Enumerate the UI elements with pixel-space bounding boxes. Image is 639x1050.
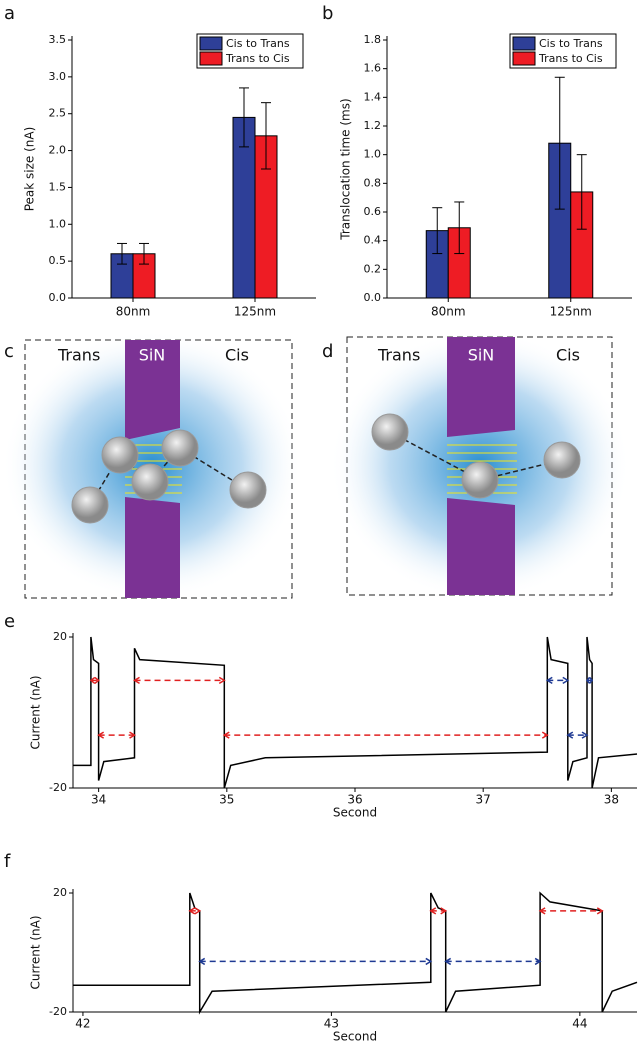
x-tick-label: 80nm	[116, 305, 151, 319]
membrane	[447, 337, 515, 437]
x-tick-label: 38	[604, 793, 619, 807]
x-tick-label: 80nm	[431, 305, 466, 319]
x-tick-label: 36	[347, 793, 362, 807]
y-tick-label: 3.5	[49, 33, 67, 46]
arrow-head	[538, 907, 604, 915]
y-tick-label: 0.6	[364, 205, 382, 218]
arrow-head	[97, 731, 136, 739]
side-label: Cis	[556, 346, 580, 365]
x-tick-label: 42	[75, 1017, 90, 1031]
y-tick-label: 20	[53, 886, 67, 899]
legend-swatch	[199, 36, 223, 51]
x-tick-label: 43	[324, 1017, 339, 1031]
y-tick-label: 1.5	[49, 180, 67, 193]
diagram-c: c Trans SiN Cis	[2, 330, 302, 600]
y-tick-label: 1.0	[49, 217, 67, 230]
arrow-head	[133, 676, 226, 685]
membrane	[125, 340, 180, 440]
y-axis-label: Translocation time (ms)	[339, 98, 353, 240]
x-tick-label: 35	[219, 793, 234, 807]
y-axis-label: Current (nA)	[29, 675, 43, 749]
y-tick-label: 3.0	[49, 70, 67, 83]
legend-label: Cis to Trans	[226, 37, 290, 50]
legend-swatch	[512, 36, 536, 51]
diagram-d: d Trans SiN Cis	[322, 330, 630, 600]
arrow-head	[198, 957, 433, 966]
y-tick-label: 0.2	[364, 262, 382, 275]
y-tick-label: 2.0	[49, 144, 67, 157]
x-tick-label: 125nm	[550, 305, 592, 319]
x-tick-label: 44	[572, 1017, 587, 1031]
panel-letter: e	[4, 611, 15, 632]
side-label: Cis	[225, 346, 249, 365]
particles	[371, 413, 581, 499]
side-label: Trans	[377, 346, 420, 365]
arrow-head	[188, 907, 202, 915]
membrane-label: SiN	[468, 346, 495, 365]
arrow-head	[586, 676, 594, 684]
arrow-head	[429, 907, 448, 915]
y-tick-label: -20	[49, 1005, 67, 1018]
panel-letter: c	[4, 341, 14, 362]
panel-letter: a	[4, 3, 15, 24]
legend-label: Trans to Cis	[225, 52, 290, 65]
x-axis-label: Second	[333, 806, 377, 820]
y-tick-label: 1.8	[364, 33, 382, 46]
panel-letter: d	[322, 341, 333, 362]
y-axis-label: Current (nA)	[29, 915, 43, 989]
y-tick-label: 0.8	[364, 176, 382, 189]
arrow-head	[566, 731, 589, 739]
y-tick-label: 0.0	[49, 291, 67, 304]
arrow-head	[222, 731, 549, 739]
y-tick-label: 20	[53, 630, 67, 643]
membrane-label: SiN	[139, 346, 166, 365]
arrow-head	[444, 957, 542, 966]
panel-letter: f	[4, 851, 11, 872]
y-axis-label: Peak size (nA)	[23, 127, 37, 212]
y-tick-label: 1.2	[364, 119, 382, 132]
x-axis-label: Second	[333, 1030, 377, 1044]
x-tick-label: 37	[476, 793, 491, 807]
y-tick-label: -20	[49, 781, 67, 794]
x-tick-label: 34	[91, 793, 106, 807]
side-label: Trans	[57, 346, 100, 365]
path	[389, 431, 563, 481]
trace	[73, 636, 638, 789]
y-tick-label: 1.0	[364, 148, 382, 161]
arrow-head	[545, 676, 570, 685]
legend-swatch	[199, 51, 223, 66]
arrow-head	[89, 676, 100, 685]
y-tick-label: 0.0	[364, 291, 382, 304]
legend-swatch	[512, 51, 536, 66]
y-tick-label: 0.4	[364, 234, 382, 247]
y-tick-label: 1.4	[364, 90, 382, 103]
y-tick-label: 1.6	[364, 62, 382, 75]
legend-label: Cis to Trans	[539, 37, 603, 50]
panel-letter: b	[322, 3, 333, 24]
x-tick-label: 125nm	[234, 305, 276, 319]
legend-label: Trans to Cis	[538, 52, 603, 65]
y-tick-label: 2.5	[49, 107, 67, 120]
particles	[71, 429, 267, 524]
y-tick-label: 0.5	[49, 254, 67, 267]
membrane	[447, 498, 515, 595]
membrane	[125, 497, 180, 598]
